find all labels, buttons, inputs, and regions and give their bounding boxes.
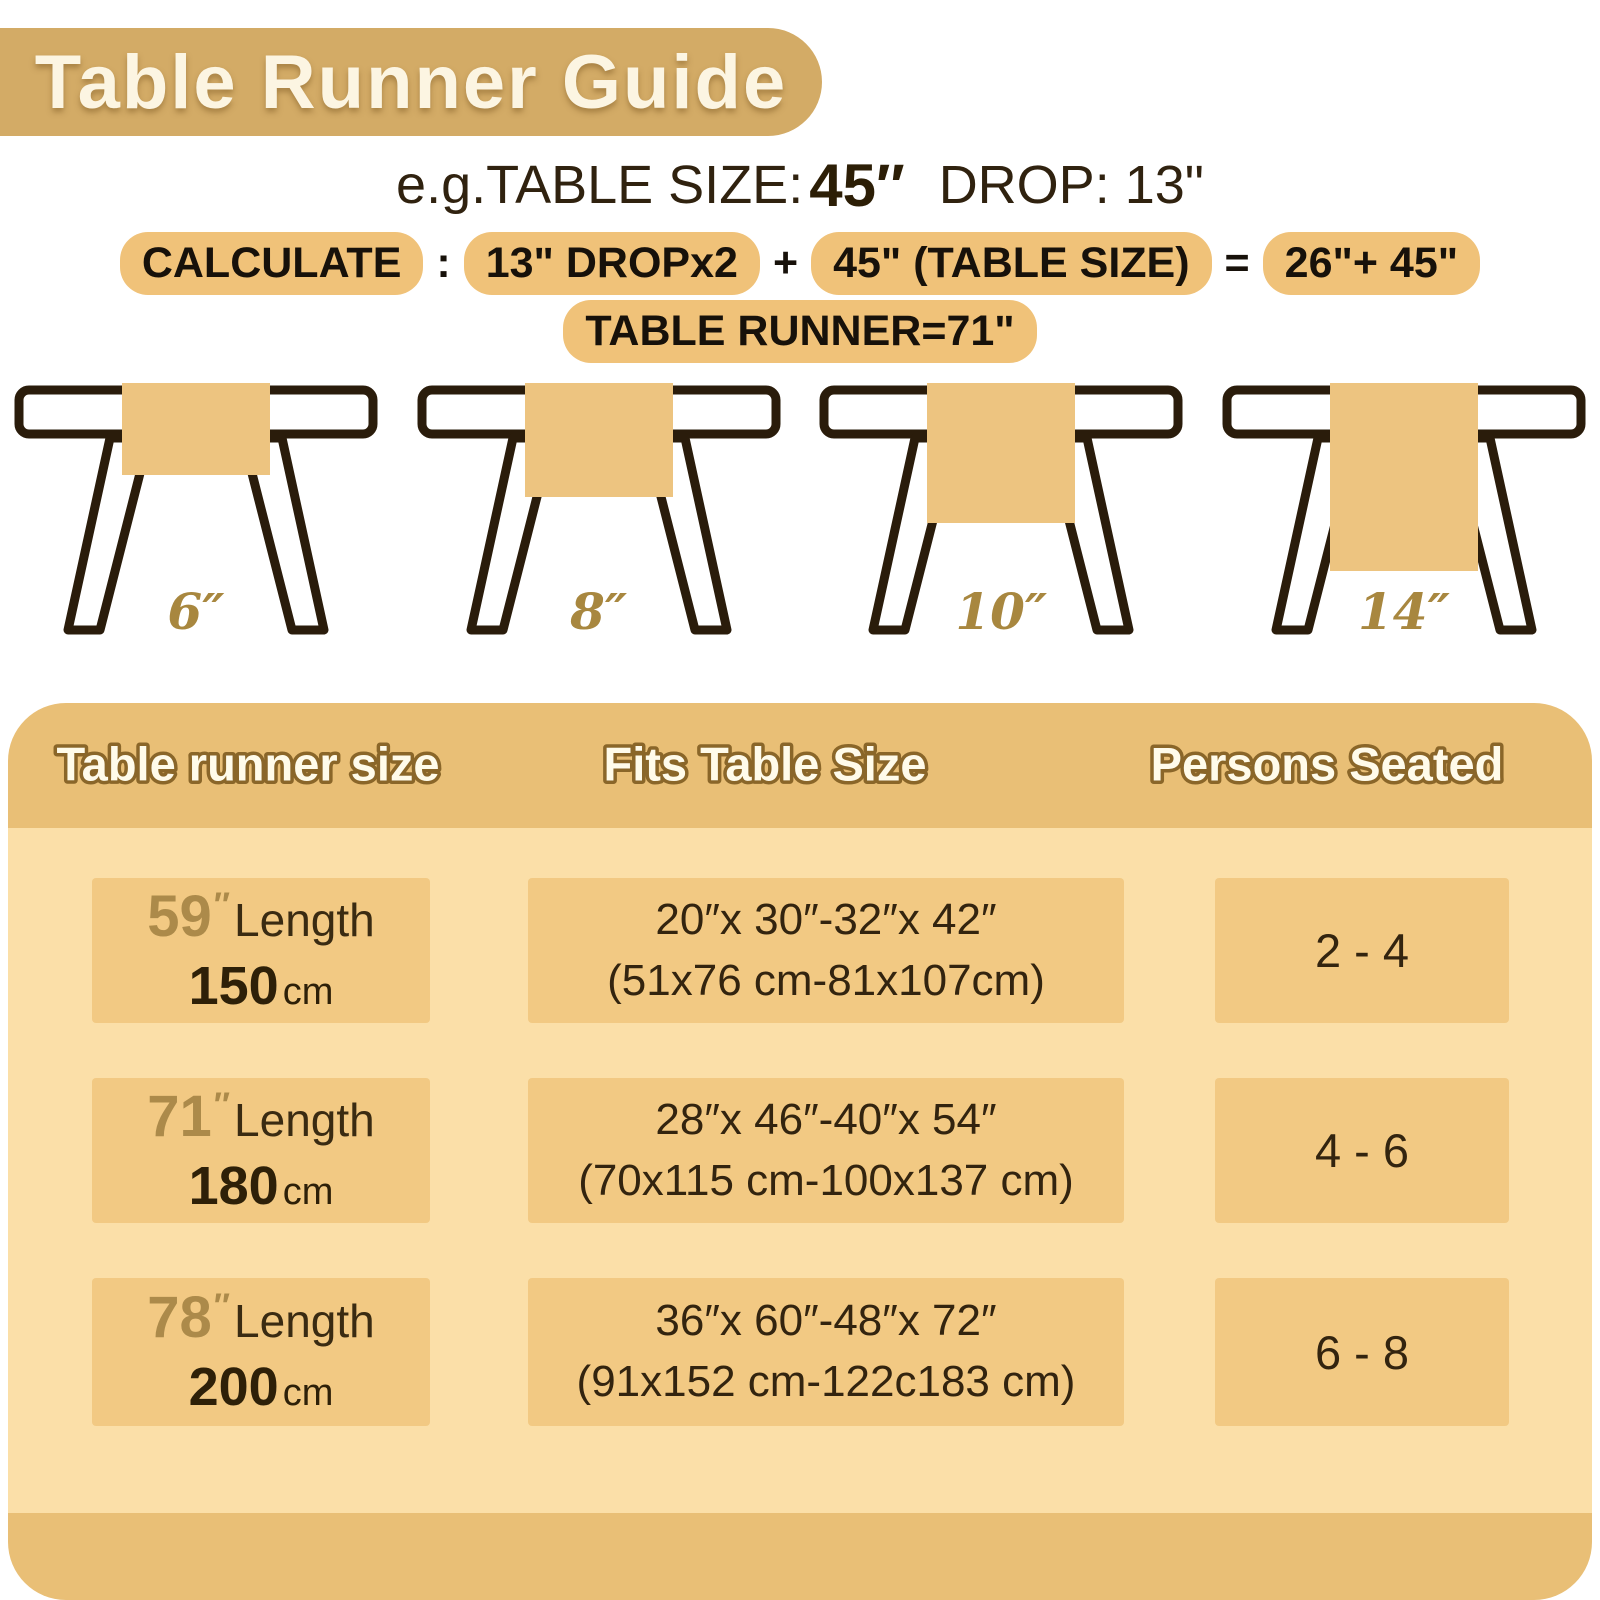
- table-icon: [14, 383, 378, 635]
- calc-table-term-pill: 45" (TABLE SIZE): [811, 232, 1212, 295]
- length-word: Length: [234, 1295, 375, 1348]
- example-drop: DROP: 13": [938, 155, 1204, 215]
- runner-swatch: [122, 383, 270, 475]
- inch-mark: ″: [213, 885, 231, 924]
- page-title: Table Runner Guide: [34, 39, 788, 125]
- fits-imperial: 20″x 30″-32″x 42″: [655, 894, 997, 944]
- table-diagram-8in: 8″: [415, 383, 783, 643]
- runner-length-cm: 200: [188, 1357, 279, 1418]
- table-icon: [819, 383, 1183, 635]
- calculation-total-line: TABLE RUNNER=71": [0, 300, 1600, 363]
- fits-imperial: 28″x 46″-40″x 54″: [655, 1094, 997, 1144]
- fits-imperial: 36″x 60″-48″x 72″: [655, 1296, 997, 1346]
- table-diagram-14in: 14″: [1220, 383, 1588, 643]
- cell-runner-size-59: 59 ″ Length 150 cm: [92, 878, 430, 1023]
- table-diagram-6in: 6″: [12, 383, 380, 643]
- cell-persons-row2: 4 - 6: [1215, 1078, 1509, 1223]
- runner-swatch: [1329, 383, 1478, 571]
- cm-unit: cm: [282, 1372, 334, 1415]
- fits-metric: (51x76 cm-81x107cm): [607, 955, 1045, 1005]
- cell-persons-row1: 2 - 4: [1215, 878, 1509, 1023]
- drop-label: 6″: [167, 582, 225, 641]
- persons-range: 4 - 6: [1314, 1124, 1410, 1177]
- svg-text:Persons Seated: Persons Seated: [1151, 738, 1504, 791]
- length-word: Length: [234, 1093, 375, 1146]
- persons-range: 2 - 4: [1314, 924, 1410, 977]
- calc-total-pill: TABLE RUNNER=71": [563, 300, 1037, 363]
- cell-runner-size-71: 71 ″ Length 180 cm: [92, 1078, 430, 1223]
- inch-mark: ″: [213, 1085, 231, 1124]
- drop-label: 8″: [570, 582, 628, 641]
- example-table-size: 45″: [809, 151, 905, 219]
- drop-label: 10″: [955, 582, 1048, 641]
- example-prefix: e.g.TABLE SIZE:: [396, 155, 804, 215]
- calc-result-pill: 26"+ 45": [1262, 232, 1481, 295]
- drop-diagram-row: 6″ 8″ 10″ 14″: [12, 383, 1588, 643]
- column-header-runner-size: Table runner size: [53, 734, 443, 794]
- calc-plus: +: [772, 239, 799, 287]
- cm-unit: cm: [282, 1170, 334, 1213]
- drop-label: 14″: [1358, 582, 1450, 641]
- fits-metric: (70x115 cm-100x137 cm): [578, 1155, 1074, 1205]
- table-icon: [1222, 383, 1586, 635]
- cell-persons-row3: 6 - 8: [1215, 1278, 1509, 1426]
- column-header-persons-seated: Persons Seated: [1147, 734, 1507, 794]
- calc-equals: =: [1224, 239, 1250, 287]
- runner-length-in: 59: [147, 883, 212, 949]
- cell-fits-table-size-row2: 28″x 46″-40″x 54″ (70x115 cm-100x137 cm): [528, 1078, 1124, 1223]
- runner-swatch: [927, 383, 1076, 523]
- table-icon: [417, 383, 781, 635]
- runner-swatch: [524, 383, 673, 497]
- runner-length-in: 71: [147, 1083, 212, 1149]
- calc-label-pill: CALCULATE: [119, 232, 424, 295]
- length-word: Length: [234, 893, 375, 946]
- inch-mark: ″: [213, 1287, 231, 1326]
- cell-runner-size-78: 78 ″ Length 200 cm: [92, 1278, 430, 1426]
- persons-range: 6 - 8: [1314, 1325, 1410, 1379]
- column-header-fits-table-size: Fits Table Size: [600, 734, 930, 794]
- calc-colon: :: [436, 239, 451, 287]
- size-guide-panel: Table runner size Fits Table Size Person…: [8, 703, 1592, 1600]
- table-diagram-10in: 10″: [817, 383, 1185, 643]
- size-table-footer-band: [8, 1513, 1592, 1600]
- title-banner: Table Runner Guide: [0, 28, 822, 136]
- calculation-line: CALCULATE : 13" DROPx2 + 45" (TABLE SIZE…: [0, 232, 1600, 295]
- runner-length-in: 78: [147, 1285, 212, 1351]
- cm-unit: cm: [282, 970, 334, 1013]
- size-table-header-band: Table runner size Fits Table Size Person…: [8, 703, 1592, 828]
- runner-length-cm: 150: [188, 955, 279, 1016]
- svg-text:Fits Table Size: Fits Table Size: [604, 738, 927, 791]
- cell-fits-table-size-row1: 20″x 30″-32″x 42″ (51x76 cm-81x107cm): [528, 878, 1124, 1023]
- svg-text:Table runner size: Table runner size: [56, 738, 439, 791]
- runner-length-cm: 180: [188, 1155, 279, 1216]
- fits-metric: (91x152 cm-122c183 cm): [576, 1357, 1076, 1406]
- calc-drop-term-pill: 13" DROPx2: [463, 232, 760, 295]
- cell-fits-table-size-row3: 36″x 60″-48″x 72″ (91x152 cm-122c183 cm): [528, 1278, 1124, 1426]
- example-line: e.g.TABLE SIZE: 45″ DROP: 13": [0, 150, 1600, 220]
